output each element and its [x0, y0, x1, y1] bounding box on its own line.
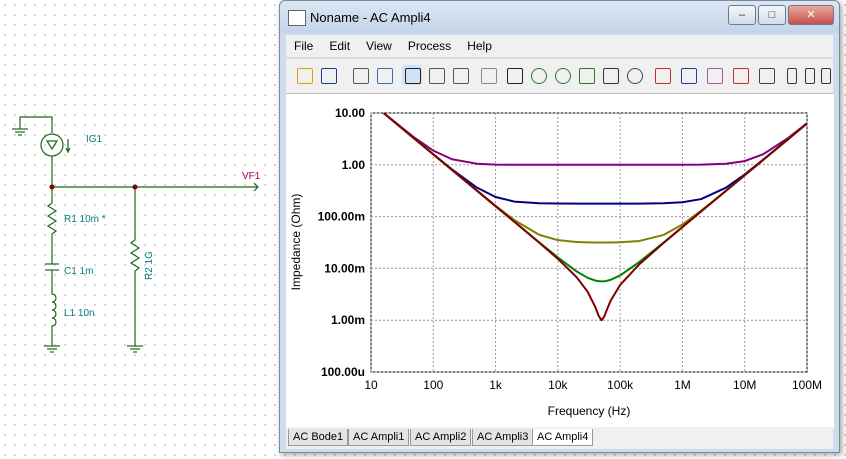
minimize-button[interactable]: –: [728, 5, 756, 25]
toolbar-button[interactable]: [678, 65, 698, 85]
y-tick-label: 1.00: [342, 158, 366, 172]
toolbar-icon: [353, 68, 369, 84]
tab[interactable]: AC Ampli1: [348, 429, 410, 446]
toolbar-icon: [579, 68, 595, 84]
toolbar-button[interactable]: [374, 65, 394, 85]
toolbar-button[interactable]: [450, 65, 470, 85]
toolbar-button[interactable]: [624, 65, 644, 85]
chart: Impedance (Ohm) Frequency (Hz) 10.00 1.00…: [289, 106, 822, 418]
toolbar-icon: [481, 68, 497, 84]
toolbar-button[interactable]: [504, 65, 524, 85]
toolbar-icon: [627, 68, 643, 84]
toolbar-icon: [377, 68, 393, 84]
app-icon: [288, 10, 306, 26]
x-tick-label: 100: [423, 378, 443, 392]
toolbar-button[interactable]: [402, 65, 422, 85]
toolbar-icon: [603, 68, 619, 84]
toolbar-icon: [733, 68, 749, 84]
chart-pane: Impedance (Ohm) Frequency (Hz) 10.00 1.00…: [286, 93, 834, 428]
component-label: R1 10m *: [64, 214, 106, 225]
x-tick-label: 1M: [674, 378, 691, 392]
toolbar-button[interactable]: [294, 65, 314, 85]
circuit-wires: [12, 116, 259, 353]
toolbar-button[interactable]: [350, 65, 370, 85]
x-tick-label: 10: [364, 378, 378, 392]
toolbar-icon: [321, 68, 337, 84]
tab-bar: AC Bode1 AC Ampli1 AC Ampli2 AC Ampli3 AC Am…: [286, 427, 833, 449]
y-tick-label: 1.00m: [331, 313, 365, 327]
toolbar-icon: [297, 68, 313, 84]
toolbar-icon: [787, 68, 797, 84]
close-button[interactable]: ✕: [788, 5, 834, 25]
menu-item[interactable]: File: [294, 39, 314, 53]
toolbar-icon: [507, 68, 523, 84]
y-tick-label: 10.00m: [324, 261, 365, 275]
toolbar-icon: [707, 68, 723, 84]
x-axis-title: Frequency (Hz): [548, 404, 631, 418]
y-tick-label: 100.00m: [318, 210, 365, 224]
x-tick-label: 10M: [733, 378, 756, 392]
tab[interactable]: AC Bode1: [288, 429, 349, 446]
toolbar-icon: [759, 68, 775, 84]
menu-item[interactable]: Help: [467, 39, 492, 53]
toolbar-icon: [531, 68, 547, 84]
toolbar-icon: [821, 68, 831, 84]
toolbar-button[interactable]: [478, 65, 498, 85]
menu-item[interactable]: Process: [407, 39, 452, 53]
node: [49, 184, 55, 190]
node: [132, 184, 138, 190]
maximize-button[interactable]: □: [758, 5, 786, 25]
schematic: IG1 VF1 R1 10m * C1 1m L1 10n R2 1G: [12, 116, 261, 353]
toolbar-button[interactable]: [552, 65, 572, 85]
x-tick-label: 100M: [792, 378, 822, 392]
toolbar-button[interactable]: [800, 65, 820, 85]
series-line: [383, 112, 808, 322]
toolbar-icon: [405, 68, 421, 84]
tab[interactable]: AC Ampli2: [410, 429, 472, 446]
series-line: [383, 112, 808, 166]
toolbar-button[interactable]: [816, 65, 836, 85]
toolbar-icon: [453, 68, 469, 84]
component-label: VF1: [242, 171, 261, 182]
toolbar-button[interactable]: [730, 65, 750, 85]
toolbar-button[interactable]: [652, 65, 672, 85]
series-line: [383, 112, 808, 205]
window-title: Noname - AC Ampli4: [310, 10, 431, 25]
component-label: L1 10n: [64, 308, 95, 319]
toolbar-button[interactable]: [576, 65, 596, 85]
component-label: IG1: [86, 134, 103, 145]
tab[interactable]: AC Ampli4: [532, 429, 594, 446]
menu-item[interactable]: Edit: [329, 39, 351, 53]
x-tick-label: 1k: [489, 378, 503, 392]
toolbar-icon: [555, 68, 571, 84]
menu-bar: File Edit View Process Help: [286, 35, 833, 57]
menu-item[interactable]: View: [366, 39, 392, 53]
toolbar-icon: [655, 68, 671, 84]
y-tick-label: 10.00: [335, 106, 365, 120]
toolbar: [286, 58, 833, 93]
title-bar: Noname - AC Ampli4 – □ ✕: [280, 1, 839, 33]
toolbar-button[interactable]: [426, 65, 446, 85]
analysis-window: Noname - AC Ampli4 – □ ✕ File Edit View Pro…: [279, 0, 840, 453]
component-label: C1 1m: [64, 266, 93, 277]
toolbar-icon: [805, 68, 815, 84]
toolbar-button[interactable]: [600, 65, 620, 85]
toolbar-icon: [681, 68, 697, 84]
component-label: R2 1G: [144, 251, 155, 280]
x-tick-label: 10k: [548, 378, 568, 392]
tab[interactable]: AC Ampli3: [472, 429, 534, 446]
toolbar-icon: [429, 68, 445, 84]
toolbar-button[interactable]: [704, 65, 724, 85]
toolbar-button[interactable]: [318, 65, 338, 85]
y-tick-label: 100.00u: [321, 365, 365, 379]
toolbar-button[interactable]: [782, 65, 802, 85]
y-axis-title: Impedance (Ohm): [289, 194, 303, 291]
toolbar-button[interactable]: [528, 65, 548, 85]
toolbar-button[interactable]: [756, 65, 776, 85]
x-tick-label: 100k: [607, 378, 634, 392]
